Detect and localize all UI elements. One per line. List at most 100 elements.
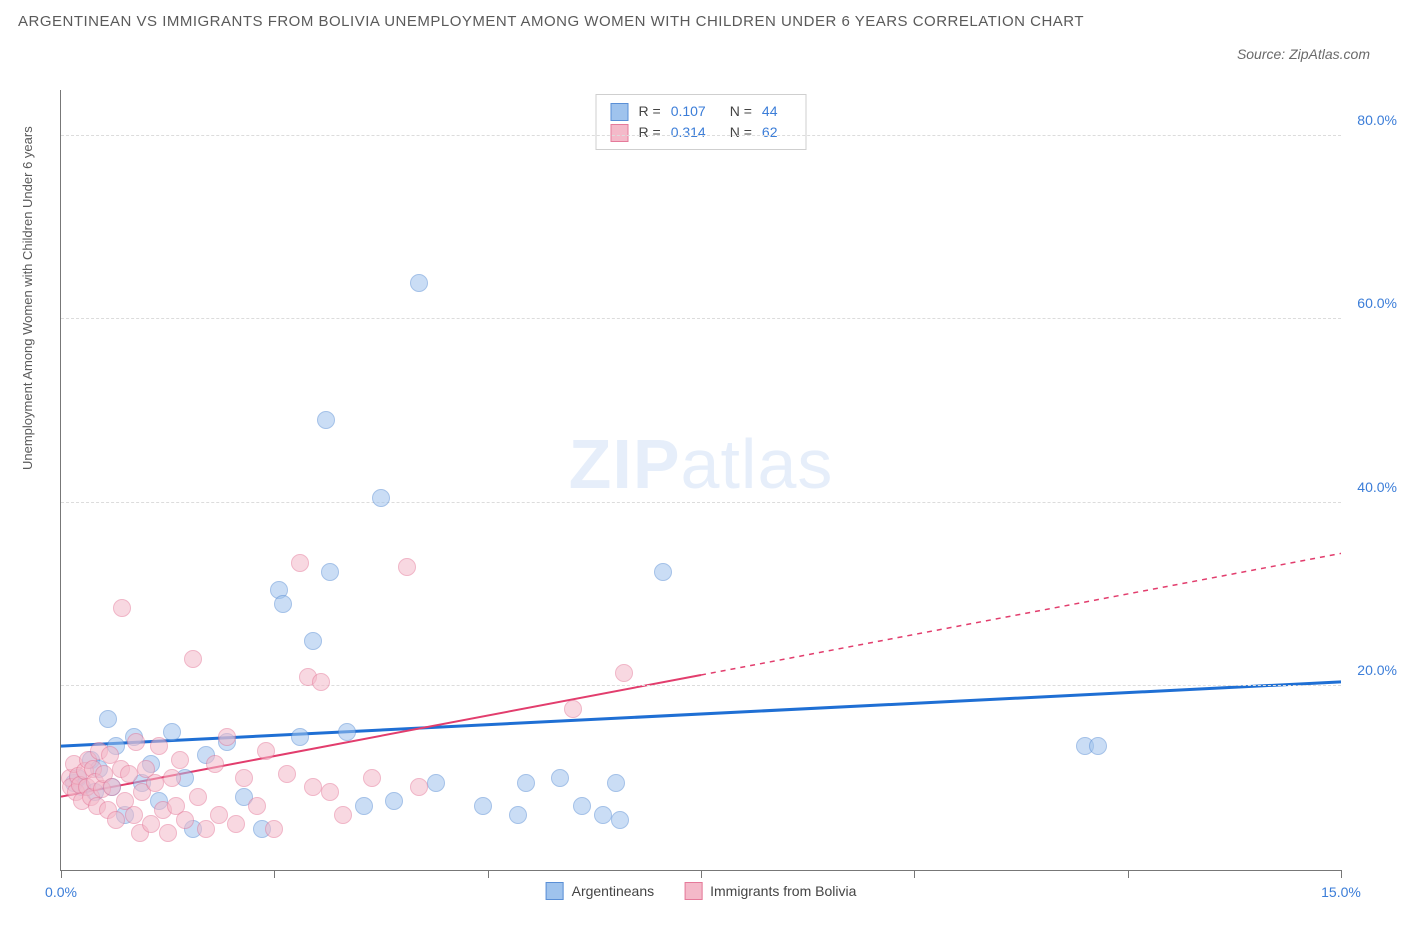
data-point — [278, 765, 296, 783]
data-point — [607, 774, 625, 792]
data-point — [171, 751, 189, 769]
legend-item-argentineans: Argentineans — [546, 882, 655, 900]
legend-item-bolivia: Immigrants from Bolivia — [684, 882, 856, 900]
data-point — [1089, 737, 1107, 755]
data-point — [142, 815, 160, 833]
y-tick-label: 20.0% — [1357, 662, 1397, 678]
data-point — [398, 558, 416, 576]
x-tick — [1128, 870, 1129, 878]
y-tick-label: 60.0% — [1357, 295, 1397, 311]
chart-title: ARGENTINEAN VS IMMIGRANTS FROM BOLIVIA U… — [18, 10, 1108, 34]
r-label: R = — [639, 101, 661, 122]
swatch-icon — [684, 882, 702, 900]
data-point — [189, 788, 207, 806]
x-tick — [488, 870, 489, 878]
data-point — [564, 700, 582, 718]
data-point — [372, 489, 390, 507]
gridline — [61, 135, 1341, 136]
data-point — [334, 806, 352, 824]
data-point — [321, 783, 339, 801]
data-point — [127, 733, 145, 751]
data-point — [355, 797, 373, 815]
y-tick-label: 40.0% — [1357, 479, 1397, 495]
data-point — [573, 797, 591, 815]
r-value: 0.314 — [671, 122, 706, 143]
swatch-icon — [611, 124, 629, 142]
data-point — [410, 274, 428, 292]
r-value: 0.107 — [671, 101, 706, 122]
data-point — [227, 815, 245, 833]
data-point — [474, 797, 492, 815]
data-point — [551, 769, 569, 787]
data-point — [113, 599, 131, 617]
n-value: 44 — [762, 101, 778, 122]
data-point — [248, 797, 266, 815]
x-tick — [914, 870, 915, 878]
data-point — [363, 769, 381, 787]
data-point — [257, 742, 275, 760]
data-point — [410, 778, 428, 796]
gridline — [61, 502, 1341, 503]
data-point — [163, 723, 181, 741]
data-point — [107, 811, 125, 829]
data-point — [615, 664, 633, 682]
x-tick — [61, 870, 62, 878]
data-point — [197, 820, 215, 838]
x-tick — [701, 870, 702, 878]
data-point — [654, 563, 672, 581]
data-point — [265, 820, 283, 838]
legend-row-argentineans: R = 0.107 N = 44 — [611, 101, 792, 122]
data-point — [321, 563, 339, 581]
data-point — [218, 728, 236, 746]
data-point — [159, 824, 177, 842]
correlation-legend: R = 0.107 N = 44 R = 0.314 N = 62 — [596, 94, 807, 150]
x-tick — [1341, 870, 1342, 878]
data-point — [312, 673, 330, 691]
x-tick-label: 15.0% — [1321, 884, 1361, 900]
data-point — [427, 774, 445, 792]
data-point — [99, 710, 117, 728]
x-tick-label: 0.0% — [45, 884, 77, 900]
r-label: R = — [639, 122, 661, 143]
data-point — [291, 728, 309, 746]
data-point — [338, 723, 356, 741]
data-point — [317, 411, 335, 429]
data-point — [120, 765, 138, 783]
data-point — [146, 774, 164, 792]
data-point — [235, 769, 253, 787]
data-point — [385, 792, 403, 810]
swatch-icon — [611, 103, 629, 121]
data-point — [150, 737, 168, 755]
y-axis-label: Unemployment Among Women with Children U… — [20, 126, 35, 470]
data-point — [163, 769, 181, 787]
data-point — [594, 806, 612, 824]
gridline — [61, 318, 1341, 319]
data-point — [304, 778, 322, 796]
n-label: N = — [730, 101, 752, 122]
trend-lines — [61, 90, 1341, 870]
data-point — [274, 595, 292, 613]
watermark: ZIPatlas — [569, 424, 834, 504]
legend-label: Argentineans — [572, 883, 655, 899]
data-point — [206, 755, 224, 773]
data-point — [184, 650, 202, 668]
scatter-plot: ZIPatlas R = 0.107 N = 44 R = 0.314 N = … — [60, 90, 1341, 871]
source-label: Source: ZipAtlas.com — [1237, 46, 1370, 62]
series-legend: Argentineans Immigrants from Bolivia — [546, 882, 857, 900]
y-tick-label: 80.0% — [1357, 112, 1397, 128]
data-point — [304, 632, 322, 650]
gridline — [61, 685, 1341, 686]
legend-row-bolivia: R = 0.314 N = 62 — [611, 122, 792, 143]
data-point — [176, 811, 194, 829]
x-tick — [274, 870, 275, 878]
data-point — [611, 811, 629, 829]
data-point — [509, 806, 527, 824]
data-point — [517, 774, 535, 792]
n-label: N = — [730, 122, 752, 143]
n-value: 62 — [762, 122, 778, 143]
legend-label: Immigrants from Bolivia — [710, 883, 856, 899]
data-point — [125, 806, 143, 824]
data-point — [291, 554, 309, 572]
data-point — [210, 806, 228, 824]
swatch-icon — [546, 882, 564, 900]
